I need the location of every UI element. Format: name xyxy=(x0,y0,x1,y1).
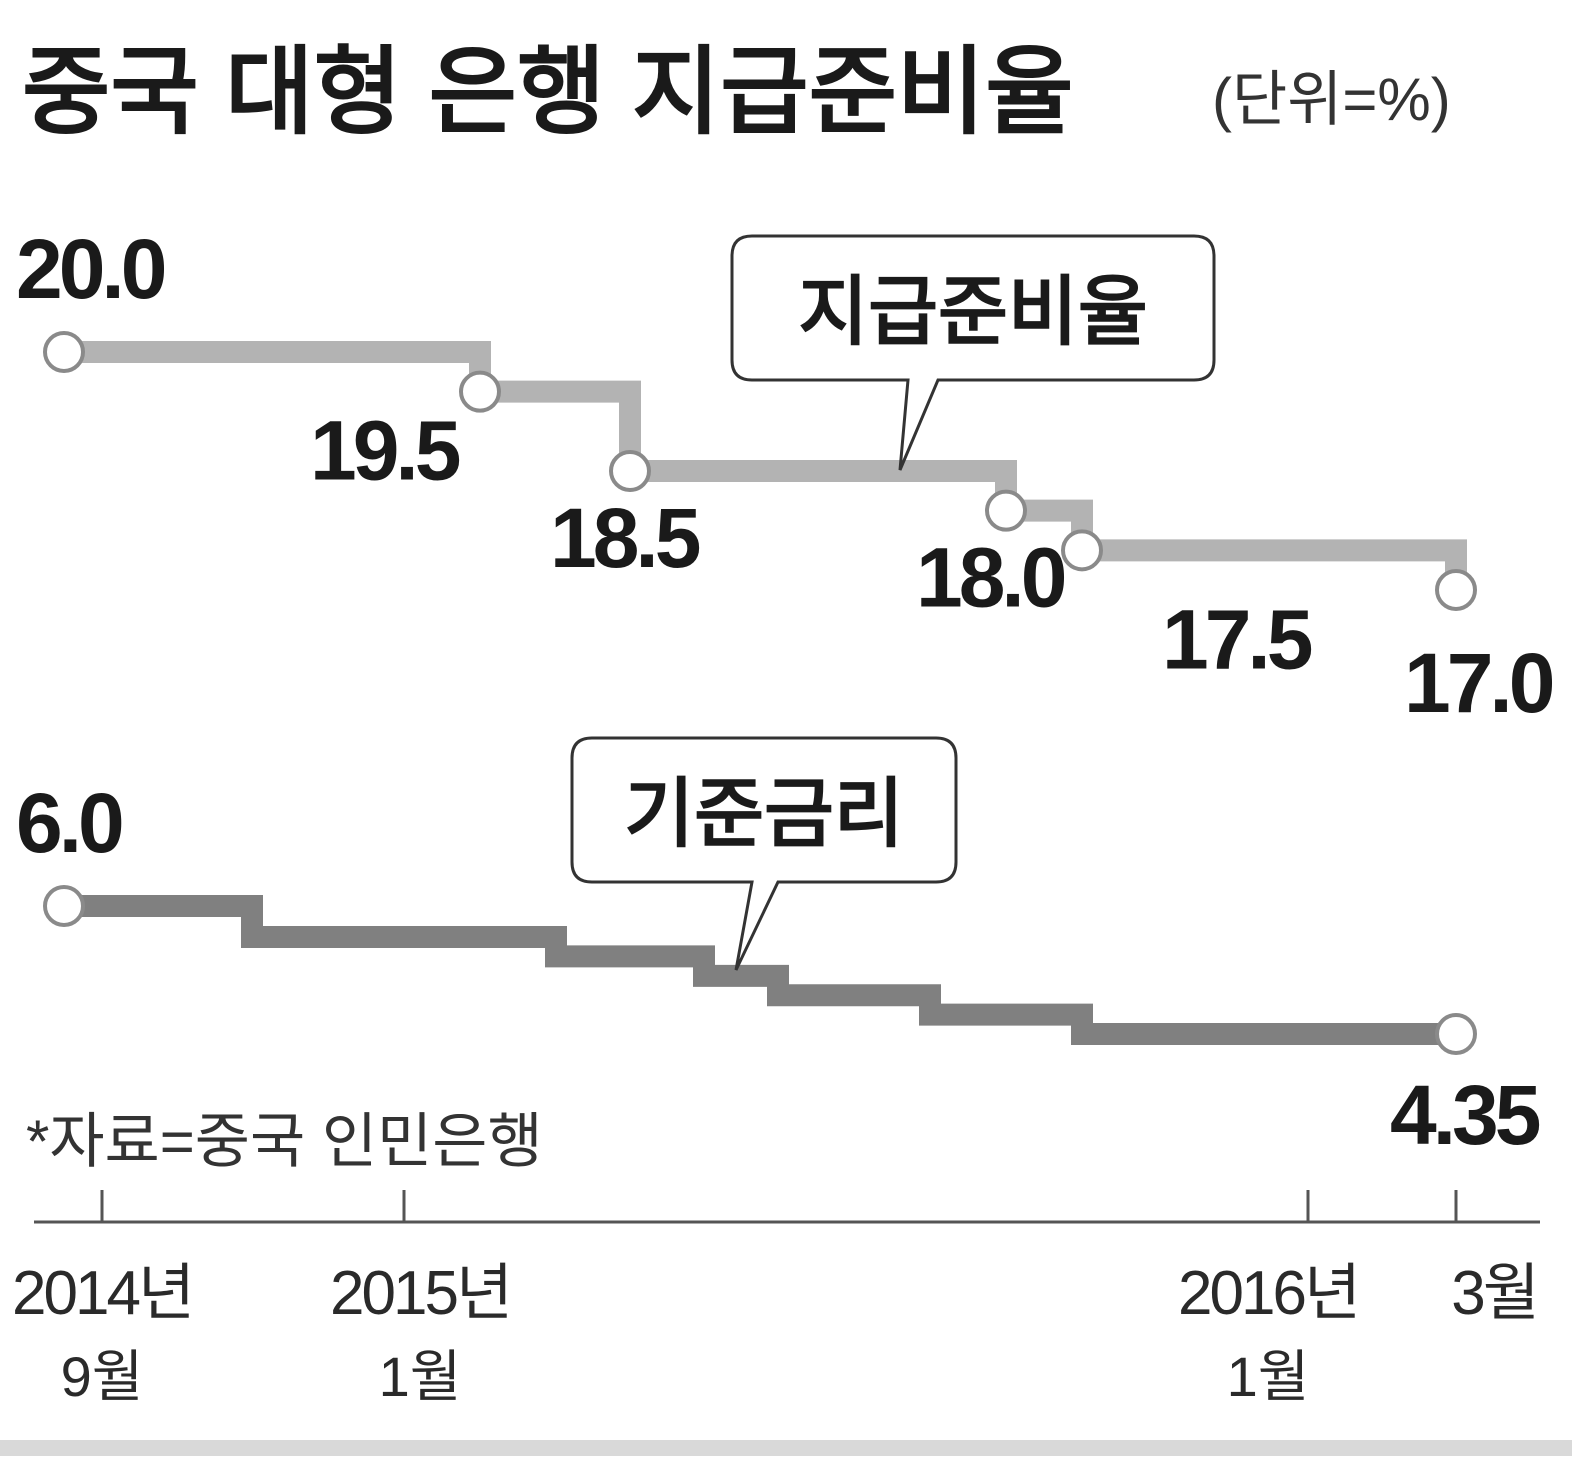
data-label: 18.5 xyxy=(550,491,700,585)
legend-entry-base-rate: 기준금리 xyxy=(624,772,904,857)
legend-callout-reserve-ratio: 지급준비율 xyxy=(730,234,1216,471)
x-tick-label-year: 2015년 xyxy=(330,1259,510,1328)
data-label: 6.0 xyxy=(16,776,122,870)
legend-callout-base-rate: 기준금리 xyxy=(570,736,958,971)
data-point-marker xyxy=(1435,569,1477,611)
data-label: 18.0 xyxy=(916,531,1065,625)
base-rate-step-line xyxy=(64,895,1456,1045)
data-point-marker xyxy=(1435,1013,1477,1055)
legend-entry-reserve-ratio: 지급준비율 xyxy=(798,270,1148,355)
data-point-marker xyxy=(43,331,85,373)
data-point-marker xyxy=(1061,529,1103,572)
series-reserve-ratio: 20.0 19.5 18.5 18.0 17.5 17.0 xyxy=(16,222,1557,730)
series-base-rate: 6.0 4.35 xyxy=(16,776,1544,1162)
data-point-marker xyxy=(609,450,651,492)
x-tick-label-month: 3월 xyxy=(1451,1259,1537,1328)
x-axis-ticks: 2014년 9월 2015년 1월 2016년 1월 3월 xyxy=(12,1190,1540,1408)
data-label: 20.0 xyxy=(16,222,165,316)
callout-bubble xyxy=(570,736,958,971)
x-tick-label-month: 1월 xyxy=(1227,1345,1310,1408)
x-tick-label-month: 1월 xyxy=(379,1345,462,1408)
data-label: 19.5 xyxy=(310,404,460,498)
chart-title: 중국 대형 은행 지급준비율 xyxy=(22,39,1074,146)
reserve-ratio-step-line xyxy=(64,341,1467,590)
data-label: 4.35 xyxy=(1390,1068,1540,1162)
bottom-strip xyxy=(0,1440,1572,1456)
x-tick-label-month: 9월 xyxy=(61,1345,144,1408)
source-note: *자료=중국 인민은행 xyxy=(26,1108,543,1175)
callout-bubble xyxy=(730,234,1216,471)
data-label: 17.5 xyxy=(1162,592,1312,686)
unit-label: (단위=%) xyxy=(1212,66,1451,133)
data-point-marker xyxy=(43,885,85,927)
data-point-marker xyxy=(459,370,501,413)
data-label: 17.0 xyxy=(1404,636,1553,730)
x-tick-label-year: 2016년 xyxy=(1178,1259,1358,1328)
data-point-marker xyxy=(985,489,1027,532)
x-tick-label-year: 2014년 xyxy=(12,1259,192,1328)
